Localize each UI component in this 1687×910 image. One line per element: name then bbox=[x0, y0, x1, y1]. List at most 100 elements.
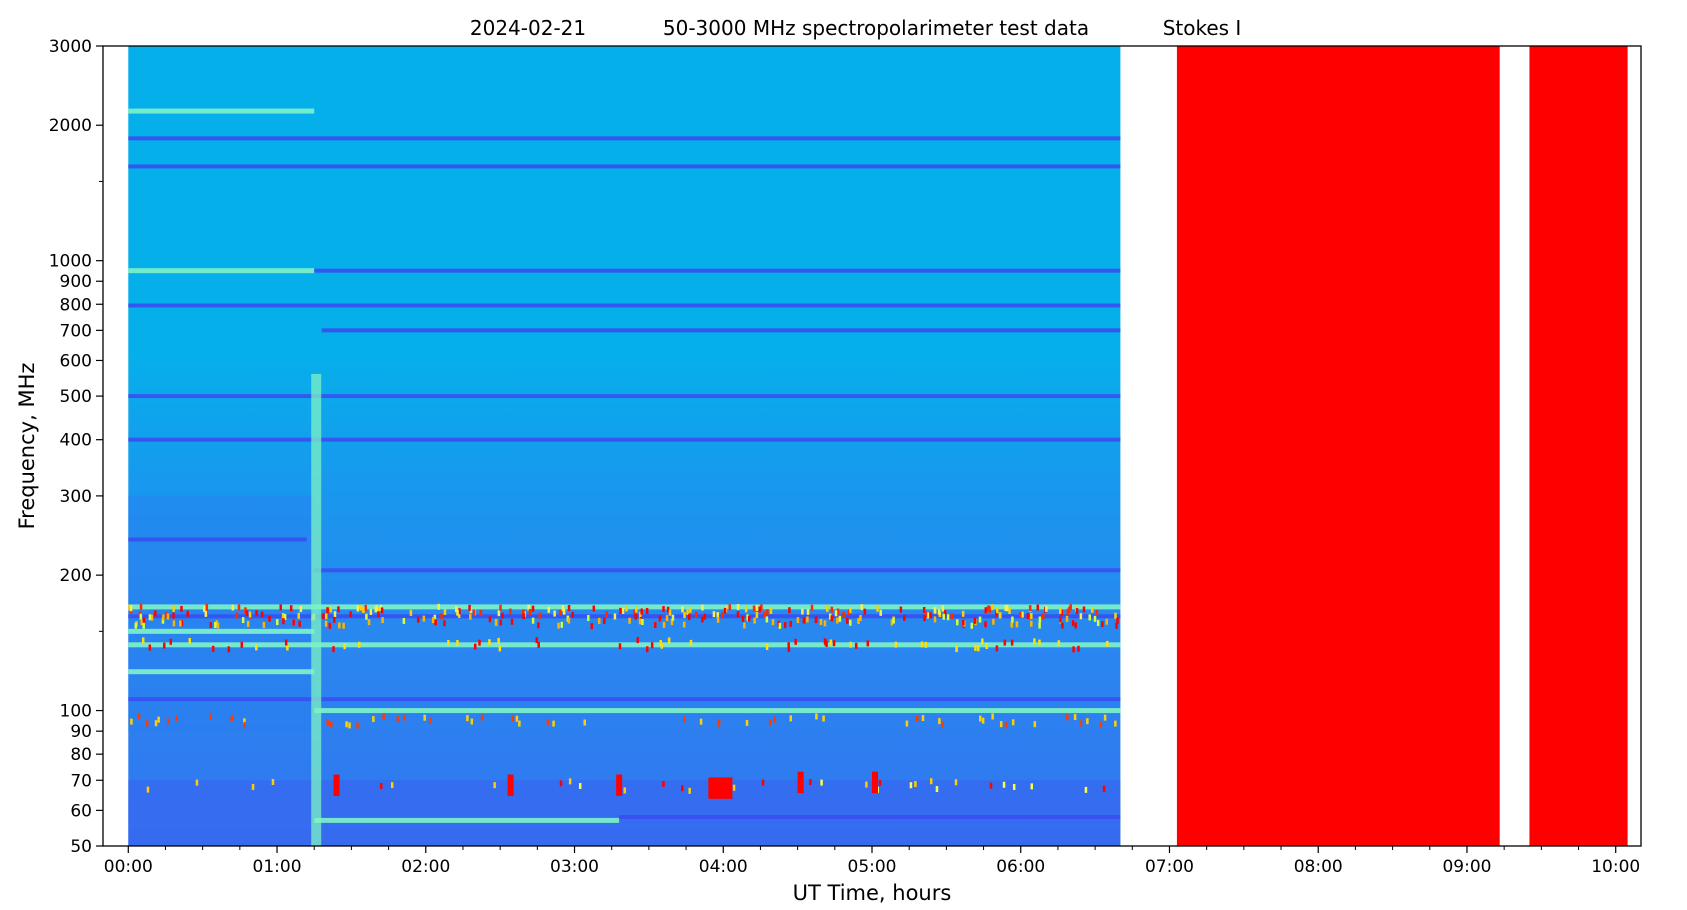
rfi-speckle bbox=[522, 609, 525, 616]
rfi-speckle bbox=[941, 721, 944, 728]
rfi-speckle bbox=[826, 605, 829, 612]
rfi-speckle bbox=[1019, 611, 1022, 618]
rfi-speckle bbox=[286, 644, 289, 651]
rfi-speckle bbox=[970, 622, 974, 629]
rfi-speckle bbox=[761, 779, 765, 786]
rfi-speckle bbox=[165, 612, 168, 619]
rfi-speckle bbox=[260, 611, 264, 618]
rfi-speckle bbox=[146, 786, 150, 793]
rfi-speckle bbox=[227, 646, 231, 653]
rfi-speckle bbox=[240, 641, 244, 648]
rfi-speckle bbox=[802, 617, 806, 624]
x-tick-label: 10:00 bbox=[1591, 857, 1640, 877]
rfi-speckle bbox=[865, 781, 868, 788]
rfi-speckle bbox=[760, 604, 763, 611]
rfi-speckle bbox=[984, 621, 987, 628]
rfi-speckle bbox=[1021, 611, 1024, 618]
rfi-speckle bbox=[150, 614, 154, 621]
rfi-speckle bbox=[1033, 721, 1037, 728]
rfi-speckle bbox=[298, 620, 301, 627]
rfi-speckle bbox=[268, 615, 271, 622]
rfi-speckle bbox=[332, 616, 336, 623]
rfi-speckle bbox=[758, 606, 761, 613]
rfi-speckle bbox=[1010, 639, 1014, 646]
rfi-speckle bbox=[128, 604, 131, 611]
rfi-speckle bbox=[1026, 612, 1030, 619]
rfi-speckle bbox=[662, 606, 665, 613]
rfi-speckle bbox=[654, 622, 657, 629]
x-tick-label: 04:00 bbox=[699, 857, 748, 877]
rfi-speckle bbox=[662, 780, 665, 787]
rfi-speckle bbox=[746, 614, 749, 621]
rfi-speckle bbox=[991, 713, 994, 720]
rfi-speckle bbox=[992, 618, 995, 625]
rfi-speckle bbox=[929, 778, 933, 785]
rfi-speckle bbox=[447, 640, 450, 647]
rfi-speckle bbox=[422, 615, 426, 622]
rfi-speckle bbox=[358, 641, 361, 648]
rfi-speckle bbox=[838, 615, 842, 622]
rfi-speckle bbox=[736, 604, 740, 611]
rfi-speckle bbox=[409, 609, 413, 616]
rfi-line bbox=[128, 108, 315, 114]
rfi-speckle bbox=[597, 617, 601, 624]
rfi-speckle bbox=[209, 713, 212, 720]
rfi-speckle bbox=[1079, 720, 1083, 727]
rfi-speckle bbox=[686, 608, 689, 615]
rfi-speckle bbox=[621, 607, 625, 614]
rfi-speckle bbox=[377, 607, 380, 614]
rfi-speckle bbox=[670, 619, 674, 626]
rfi-line bbox=[128, 303, 1121, 308]
rfi-speckle bbox=[1033, 638, 1036, 645]
rfi-speckle bbox=[1116, 617, 1119, 624]
rfi-speckle bbox=[989, 782, 993, 789]
rfi-speckle bbox=[773, 716, 777, 723]
rfi-speckle bbox=[689, 606, 692, 613]
chart-title-main: 50-3000 MHz spectropolarimeter test data bbox=[663, 16, 1089, 40]
rfi-speckle bbox=[894, 641, 898, 648]
rfi-speckle bbox=[728, 604, 732, 611]
rfi-speckle bbox=[660, 642, 664, 649]
rfi-speckle bbox=[167, 718, 170, 725]
rfi-speckle bbox=[683, 716, 686, 723]
rfi-speckle bbox=[998, 612, 1002, 619]
rfi-speckle bbox=[343, 643, 346, 650]
rfi-speckle bbox=[468, 604, 471, 611]
rfi-speckle bbox=[1069, 604, 1072, 611]
rfi-speckle bbox=[1088, 614, 1091, 621]
rfi-speckle bbox=[244, 607, 247, 614]
rfi-speckle bbox=[209, 622, 213, 629]
rfi-speckle bbox=[823, 638, 827, 645]
rfi-speckle bbox=[531, 617, 535, 624]
chart-title-stokes: Stokes I bbox=[1163, 16, 1242, 40]
rfi-speckle bbox=[842, 611, 845, 618]
rfi-speckle bbox=[926, 612, 930, 619]
rfi-speckle bbox=[289, 605, 293, 612]
rfi-speckle bbox=[433, 614, 437, 621]
rfi-speckle bbox=[1071, 620, 1075, 627]
rfi-speckle bbox=[251, 783, 255, 790]
rfi-speckle bbox=[721, 612, 724, 619]
rfi-speckle bbox=[324, 620, 328, 627]
rfi-speckle bbox=[230, 715, 234, 722]
rfi-speckle bbox=[423, 714, 426, 721]
rfi-speckle bbox=[248, 611, 252, 618]
rfi-speckle bbox=[456, 640, 459, 647]
rfi-speckle bbox=[633, 609, 636, 616]
rfi-speckle bbox=[583, 719, 586, 726]
x-axis: 00:00 01:00 02:00 03:00 04:00 05:00 06:00 07:00… bbox=[104, 846, 1640, 877]
rfi-speckle bbox=[142, 622, 145, 629]
rfi-speckle bbox=[553, 610, 556, 617]
rfi-speckle bbox=[345, 721, 348, 728]
rfi-speckle bbox=[443, 620, 446, 627]
rfi-speckle bbox=[437, 603, 441, 610]
rfi-speckle bbox=[440, 613, 443, 620]
rfi-speckle bbox=[914, 781, 917, 788]
rfi-speckle bbox=[281, 612, 285, 619]
rfi-speckle bbox=[973, 617, 977, 624]
rfi-speckle bbox=[501, 612, 504, 619]
rfi-speckle bbox=[1074, 622, 1077, 629]
rfi-speckle bbox=[297, 612, 300, 619]
